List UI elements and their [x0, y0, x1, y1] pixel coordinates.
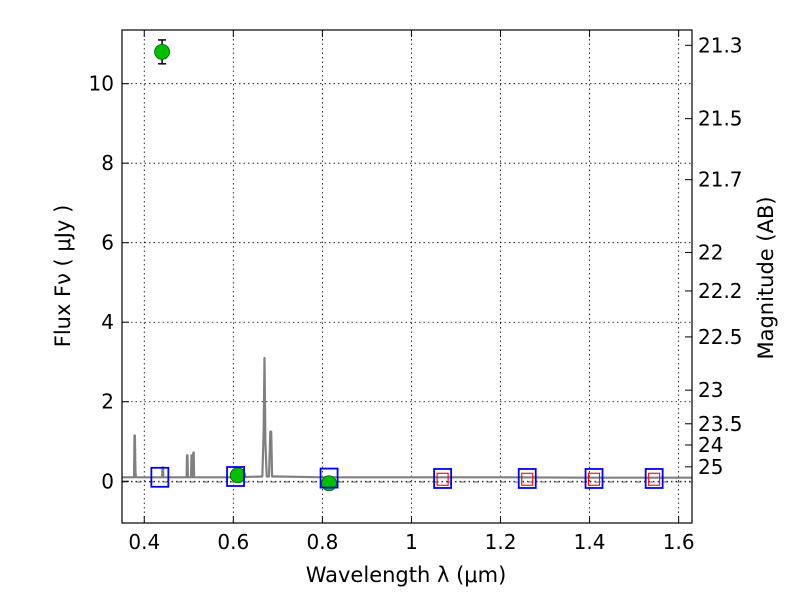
data-points: [150, 39, 664, 492]
y-axis-label: Flux Fν ( μJy ): [51, 205, 75, 348]
upper-limit-square: [521, 472, 534, 486]
mag-tick-label: 24: [698, 433, 723, 457]
grid: [122, 30, 692, 523]
model-spectrum-line: [122, 356, 692, 479]
model-photometry-square: [584, 468, 604, 489]
x-tick-label: 0.6: [217, 530, 249, 554]
observed-photometry-point: [154, 43, 170, 60]
mag-tick-label: 23: [698, 378, 723, 402]
x-tick-label: 0.4: [128, 530, 160, 554]
mag-tick-label: 22: [698, 240, 723, 264]
upper-limit-square: [648, 472, 661, 486]
mag-tick-label: 22.5: [698, 325, 743, 349]
mag-tick-label: 21.5: [698, 107, 743, 131]
model-photometry-square: [226, 466, 245, 487]
plot-frame: [121, 29, 693, 524]
mag-tick-label: 21.7: [698, 168, 743, 192]
mag-tick-label: 25: [698, 455, 723, 479]
y-tick-label: 6: [101, 231, 114, 255]
x-tick-label: 1.2: [485, 530, 517, 554]
y-tick-label: 10: [89, 72, 114, 96]
mag-tick-label: 21.3: [698, 33, 743, 57]
y-axis-left: 0 2 4 6 8 10: [89, 72, 129, 493]
upper-limit-square: [587, 472, 601, 486]
y-tick-label: 4: [101, 310, 114, 334]
x-tick-label: 1: [405, 530, 418, 554]
model-photometry-square: [433, 468, 453, 489]
model-photometry-square: [517, 468, 537, 489]
model-photometry-square: [319, 467, 339, 489]
upper-limit-square: [436, 472, 449, 486]
y-axis-right-label: Magnitude (AB): [754, 196, 778, 359]
observed-photometry-point: [229, 467, 246, 484]
x-tick-label: 1.6: [663, 530, 695, 554]
y-tick-label: 0: [101, 469, 114, 493]
x-tick-label: 1.4: [574, 530, 606, 554]
model-spectrum: [122, 356, 692, 479]
model-photometry-square: [150, 466, 170, 488]
y-tick-label: 8: [101, 151, 114, 175]
x-axis-label: Wavelength λ (μm): [306, 563, 507, 587]
mag-tick-label: 23.5: [698, 412, 743, 436]
y-tick-label: 2: [101, 390, 114, 414]
observed-photometry-point: [321, 475, 337, 492]
model-photometry-square: [644, 468, 664, 489]
mag-tick-label: 22.2: [698, 279, 743, 303]
x-tick-label: 0.8: [306, 530, 338, 554]
x-axis: 0.4 0.6 0.8 1 1.2 1.4 1.6: [128, 30, 695, 554]
